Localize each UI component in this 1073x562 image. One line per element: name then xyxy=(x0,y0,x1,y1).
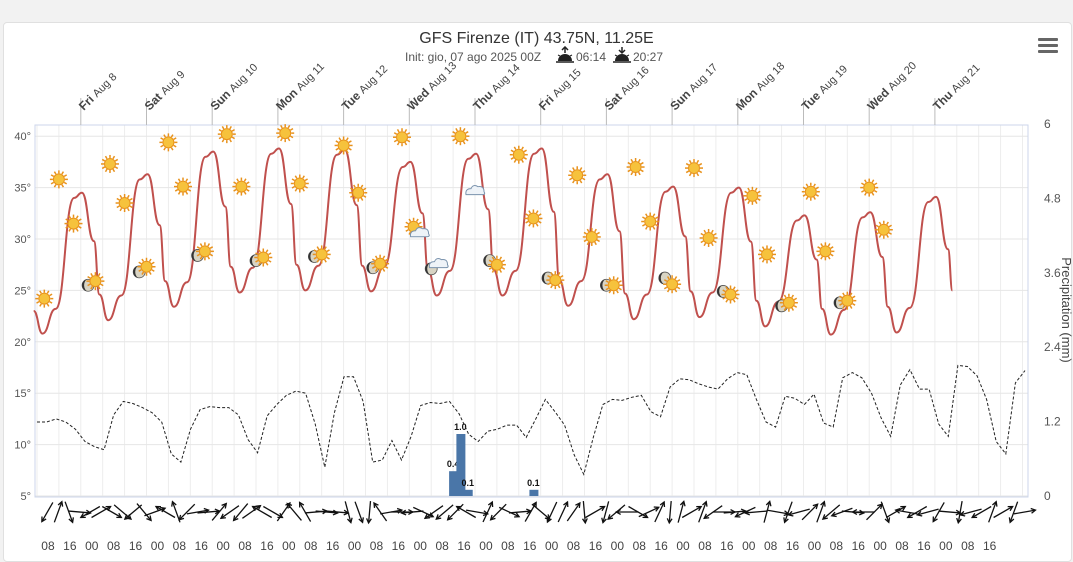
sunrise-icon xyxy=(556,46,574,63)
sunset-icon xyxy=(613,47,631,63)
sunset-time: 20:27 xyxy=(633,50,664,64)
hamburger-menu-icon[interactable] xyxy=(1038,38,1058,56)
chart-card xyxy=(3,22,1072,562)
chart-title: GFS Firenze (IT) 43.75N, 11.25E xyxy=(419,30,654,47)
init-label: Init: gio, 07 ago 2025 00Z xyxy=(405,50,542,64)
sunrise-time: 06:14 xyxy=(576,50,607,64)
